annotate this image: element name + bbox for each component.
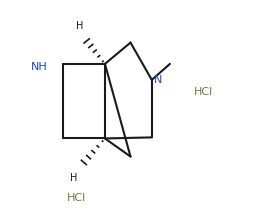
Text: H: H xyxy=(76,21,83,31)
Text: NH: NH xyxy=(31,62,48,72)
Text: HCl: HCl xyxy=(67,193,86,203)
Text: H: H xyxy=(70,173,78,183)
Text: HCl: HCl xyxy=(194,87,213,96)
Text: N: N xyxy=(154,75,162,85)
